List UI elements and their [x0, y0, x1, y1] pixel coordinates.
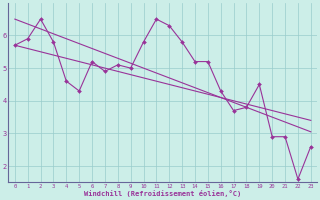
X-axis label: Windchill (Refroidissement éolien,°C): Windchill (Refroidissement éolien,°C)	[84, 190, 242, 197]
